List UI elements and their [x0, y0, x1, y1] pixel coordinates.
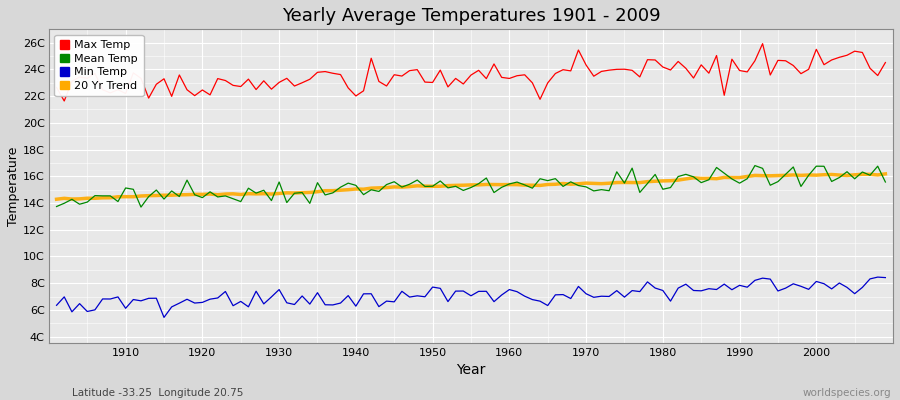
X-axis label: Year: Year [456, 363, 486, 377]
Y-axis label: Temperature: Temperature [7, 147, 20, 226]
Legend: Max Temp, Mean Temp, Min Temp, 20 Yr Trend: Max Temp, Mean Temp, Min Temp, 20 Yr Tre… [54, 35, 144, 96]
Text: worldspecies.org: worldspecies.org [803, 388, 891, 398]
Title: Yearly Average Temperatures 1901 - 2009: Yearly Average Temperatures 1901 - 2009 [282, 7, 661, 25]
Text: Latitude -33.25  Longitude 20.75: Latitude -33.25 Longitude 20.75 [72, 388, 243, 398]
